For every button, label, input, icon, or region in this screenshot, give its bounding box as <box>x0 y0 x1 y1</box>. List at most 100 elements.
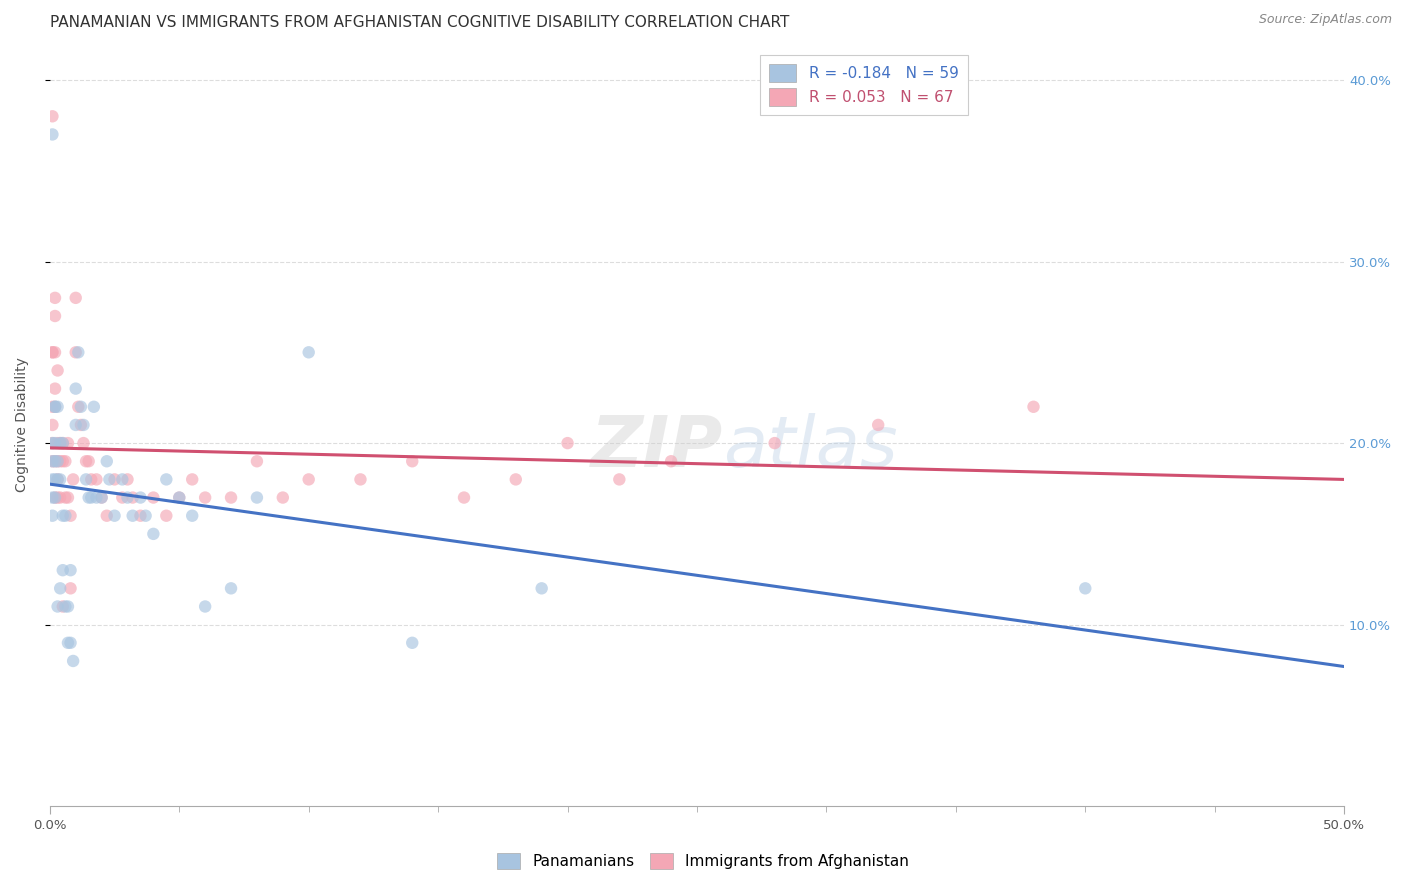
Point <box>155 508 177 523</box>
Point <box>41 491 63 505</box>
Point <box>44 454 66 468</box>
Point <box>453 491 475 505</box>
Point <box>41 109 63 123</box>
Point <box>49 491 72 505</box>
Point <box>67 345 90 359</box>
Point <box>62 472 84 486</box>
Point <box>44 309 66 323</box>
Point <box>53 599 76 614</box>
Point <box>194 599 217 614</box>
Point <box>219 491 242 505</box>
Point <box>167 491 190 505</box>
Point <box>52 508 75 523</box>
Point <box>135 508 157 523</box>
Point <box>142 491 165 505</box>
Point <box>121 508 143 523</box>
Point <box>75 454 97 468</box>
Point <box>46 472 69 486</box>
Point <box>53 508 76 523</box>
Point <box>557 436 579 450</box>
Text: PANAMANIAN VS IMMIGRANTS FROM AFGHANISTAN COGNITIVE DISABILITY CORRELATION CHART: PANAMANIAN VS IMMIGRANTS FROM AFGHANISTA… <box>49 15 789 30</box>
Point <box>46 454 69 468</box>
Point <box>167 491 190 505</box>
Point <box>56 636 79 650</box>
Point <box>49 436 72 450</box>
Point <box>49 454 72 468</box>
Point <box>49 582 72 596</box>
Point <box>298 472 321 486</box>
Point <box>52 436 75 450</box>
Point <box>90 491 112 505</box>
Point <box>46 454 69 468</box>
Point <box>129 491 152 505</box>
Point <box>65 345 87 359</box>
Point <box>86 491 108 505</box>
Point <box>111 491 134 505</box>
Point <box>41 345 63 359</box>
Point <box>70 400 93 414</box>
Point <box>44 291 66 305</box>
Point <box>75 472 97 486</box>
Point <box>44 400 66 414</box>
Point <box>52 454 75 468</box>
Point <box>83 400 105 414</box>
Legend: Panamanians, Immigrants from Afghanistan: Panamanians, Immigrants from Afghanistan <box>491 847 915 875</box>
Point <box>49 472 72 486</box>
Point <box>44 454 66 468</box>
Point <box>56 436 79 450</box>
Point <box>505 472 527 486</box>
Point <box>44 472 66 486</box>
Point <box>46 400 69 414</box>
Point <box>41 400 63 414</box>
Point <box>98 472 121 486</box>
Point <box>59 636 82 650</box>
Point <box>44 400 66 414</box>
Point <box>80 491 103 505</box>
Point <box>181 472 204 486</box>
Text: Source: ZipAtlas.com: Source: ZipAtlas.com <box>1258 13 1392 27</box>
Point <box>44 436 66 450</box>
Point <box>246 454 269 468</box>
Point <box>52 563 75 577</box>
Point <box>65 382 87 396</box>
Point <box>41 436 63 450</box>
Point <box>868 417 890 432</box>
Point <box>271 491 294 505</box>
Point <box>90 491 112 505</box>
Point <box>659 454 682 468</box>
Point <box>41 454 63 468</box>
Point <box>103 508 125 523</box>
Point <box>117 491 139 505</box>
Text: ZIP: ZIP <box>591 413 723 483</box>
Point <box>96 508 118 523</box>
Point <box>41 508 63 523</box>
Point <box>117 472 139 486</box>
Point <box>46 436 69 450</box>
Point <box>349 472 371 486</box>
Point <box>56 599 79 614</box>
Y-axis label: Cognitive Disability: Cognitive Disability <box>15 358 30 492</box>
Point <box>1074 582 1097 596</box>
Point <box>41 472 63 486</box>
Point <box>298 345 321 359</box>
Point <box>155 472 177 486</box>
Point <box>65 291 87 305</box>
Point <box>96 454 118 468</box>
Point <box>1022 400 1045 414</box>
Point <box>103 472 125 486</box>
Point <box>44 400 66 414</box>
Point <box>53 454 76 468</box>
Text: atlas: atlas <box>723 413 897 483</box>
Point <box>59 508 82 523</box>
Point <box>46 599 69 614</box>
Point <box>77 454 100 468</box>
Point <box>111 472 134 486</box>
Point <box>219 582 242 596</box>
Point <box>52 599 75 614</box>
Point <box>53 491 76 505</box>
Point <box>59 563 82 577</box>
Point <box>46 363 69 377</box>
Point <box>80 472 103 486</box>
Point <box>72 436 94 450</box>
Point <box>401 454 423 468</box>
